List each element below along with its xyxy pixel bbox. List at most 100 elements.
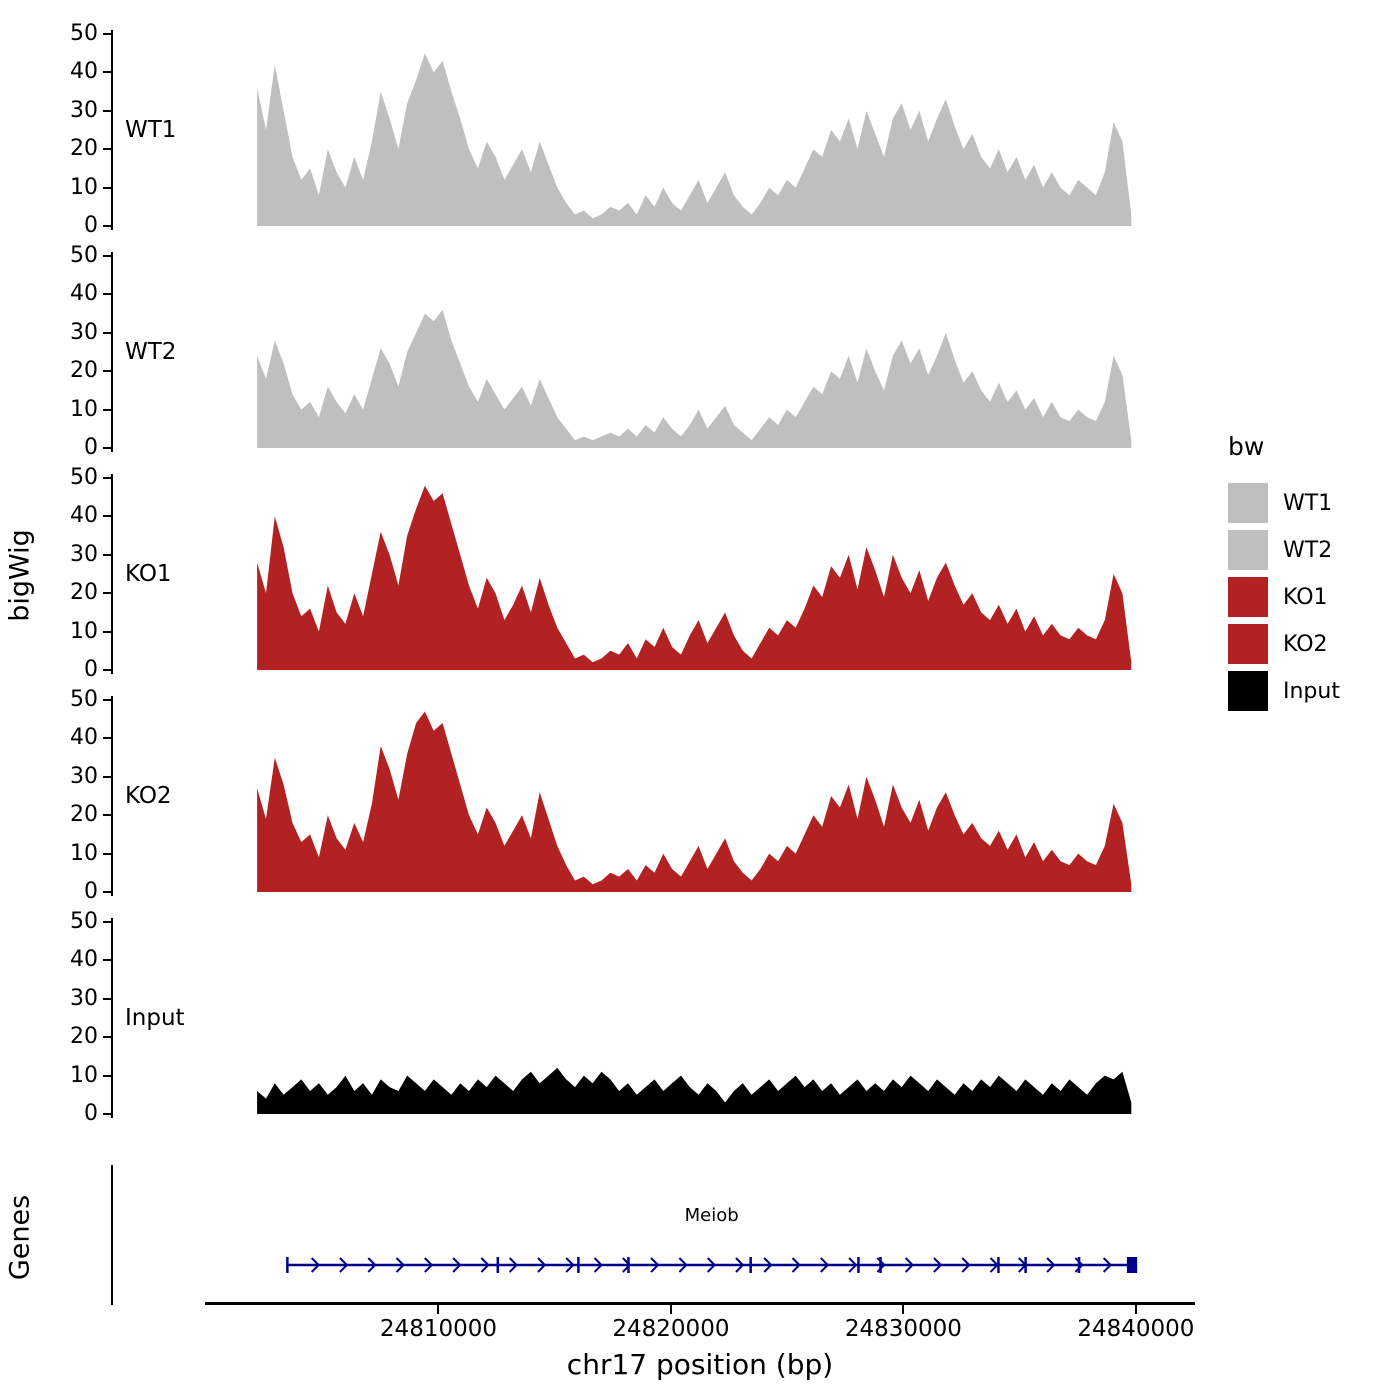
y-tick-label: 50 xyxy=(70,243,98,268)
y-tick-mark xyxy=(103,477,111,479)
track-y-axis-line xyxy=(111,30,113,230)
y-tick-label: 40 xyxy=(70,725,98,751)
track-y-axis-line xyxy=(111,252,113,452)
y-tick-label: 0 xyxy=(84,213,98,238)
coverage-area-ko1 xyxy=(257,485,1132,670)
y-tick-mark xyxy=(103,370,111,373)
legend-label-ko1: KO1 xyxy=(1283,584,1328,610)
x-tick-mark xyxy=(1134,1305,1137,1314)
y-tick-label: 50 xyxy=(70,21,98,46)
legend-swatch-input xyxy=(1228,671,1268,711)
legend-item-input: Input xyxy=(1228,671,1340,711)
y-tick-label: 10 xyxy=(70,1062,98,1088)
track-label-wt2: WT2 xyxy=(125,339,177,365)
y-tick-mark xyxy=(103,515,111,518)
y-tick-mark xyxy=(103,921,111,923)
y-tick-mark xyxy=(103,775,111,778)
y-tick-mark xyxy=(103,737,111,740)
y-tick-mark xyxy=(103,1113,111,1115)
legend-item-wt2: WT2 xyxy=(1228,530,1340,570)
legend-label-wt1: WT1 xyxy=(1283,490,1333,516)
legend-label-ko2: KO2 xyxy=(1283,631,1328,657)
y-tick-label: 10 xyxy=(70,618,98,644)
y-tick-label: 0 xyxy=(84,879,98,904)
y-tick-label: 10 xyxy=(70,840,98,866)
y-tick-mark xyxy=(103,669,111,671)
track-label-wt1: WT1 xyxy=(125,117,177,143)
track-ko2: KO2 0 10 20 30 40 50 xyxy=(0,689,1400,903)
gene-label: Meiob xyxy=(684,1205,739,1226)
genes-panel xyxy=(0,1160,1400,1305)
x-axis-title: chr17 position (bp) xyxy=(566,1348,834,1381)
y-tick-label: 40 xyxy=(70,503,98,529)
y-tick-mark xyxy=(103,959,111,962)
track-y-axis-line xyxy=(111,918,113,1118)
track-label-input: Input xyxy=(125,1005,185,1031)
track-y-axis-line xyxy=(111,474,113,674)
track-ko1: KO1 0 10 20 30 40 50 xyxy=(0,467,1400,681)
y-tick-label: 40 xyxy=(70,947,98,973)
legend-swatch-ko2 xyxy=(1228,624,1268,664)
legend-swatch-wt1 xyxy=(1228,483,1268,523)
y-tick-mark xyxy=(103,331,111,334)
y-tick-label: 30 xyxy=(70,985,98,1011)
x-axis-line xyxy=(205,1302,1195,1305)
y-tick-mark xyxy=(103,852,111,855)
y-tick-mark xyxy=(103,997,111,1000)
x-tick-label: 24830000 xyxy=(844,1316,962,1342)
y-tick-mark xyxy=(103,225,111,227)
genes-y-axis-line xyxy=(111,1165,113,1305)
x-tick-label: 24820000 xyxy=(612,1316,730,1342)
y-tick-label: 20 xyxy=(70,580,98,606)
y-tick-label: 10 xyxy=(70,174,98,200)
coverage-area-wt2 xyxy=(257,309,1132,448)
legend-title: bw xyxy=(1228,432,1265,461)
y-tick-mark xyxy=(103,33,111,35)
x-tick-mark xyxy=(902,1305,905,1314)
coverage-area-input xyxy=(257,1067,1132,1114)
y-tick-label: 20 xyxy=(70,1024,98,1050)
coverage-area-ko2 xyxy=(257,711,1132,892)
y-tick-label: 50 xyxy=(70,909,98,934)
coverage-area-wt1 xyxy=(257,53,1132,227)
y-tick-mark xyxy=(103,553,111,556)
track-wt1: WT1 0 10 20 30 40 50 xyxy=(0,23,1400,237)
x-tick-label: 24840000 xyxy=(1077,1316,1195,1342)
y-tick-mark xyxy=(103,1036,111,1039)
y-tick-mark xyxy=(103,1074,111,1077)
y-tick-label: 40 xyxy=(70,59,98,85)
track-label-ko1: KO1 xyxy=(125,561,172,587)
legend-item-ko1: KO1 xyxy=(1228,577,1340,617)
y-tick-label: 50 xyxy=(70,687,98,712)
legend: bw WT1 WT2 KO1 KO2 Input xyxy=(1228,432,1340,718)
y-tick-mark xyxy=(103,891,111,893)
y-tick-mark xyxy=(103,447,111,449)
legend-item-wt1: WT1 xyxy=(1228,483,1340,523)
gene-model-meiob xyxy=(286,1257,1138,1273)
y-tick-label: 10 xyxy=(70,396,98,422)
y-tick-mark xyxy=(103,630,111,633)
y-tick-label: 20 xyxy=(70,358,98,384)
y-tick-mark xyxy=(103,109,111,112)
y-tick-label: 0 xyxy=(84,435,98,460)
y-tick-mark xyxy=(103,293,111,296)
track-input: Input 0 10 20 30 40 50 xyxy=(0,911,1400,1125)
legend-item-ko2: KO2 xyxy=(1228,624,1340,664)
y-tick-label: 40 xyxy=(70,281,98,307)
y-tick-label: 0 xyxy=(84,657,98,682)
track-label-ko2: KO2 xyxy=(125,783,172,809)
x-tick-mark xyxy=(437,1305,440,1314)
y-tick-label: 0 xyxy=(84,1101,98,1126)
y-tick-mark xyxy=(103,408,111,411)
track-y-axis-line xyxy=(111,696,113,896)
track-wt2: WT2 0 10 20 30 40 50 xyxy=(0,245,1400,459)
x-tick-label: 24810000 xyxy=(379,1316,497,1342)
y-tick-label: 30 xyxy=(70,97,98,123)
y-tick-mark xyxy=(103,699,111,701)
y-tick-label: 30 xyxy=(70,319,98,345)
y-tick-mark xyxy=(103,814,111,817)
legend-label-input: Input xyxy=(1283,678,1340,704)
y-tick-mark xyxy=(103,186,111,189)
y-tick-label: 30 xyxy=(70,541,98,567)
